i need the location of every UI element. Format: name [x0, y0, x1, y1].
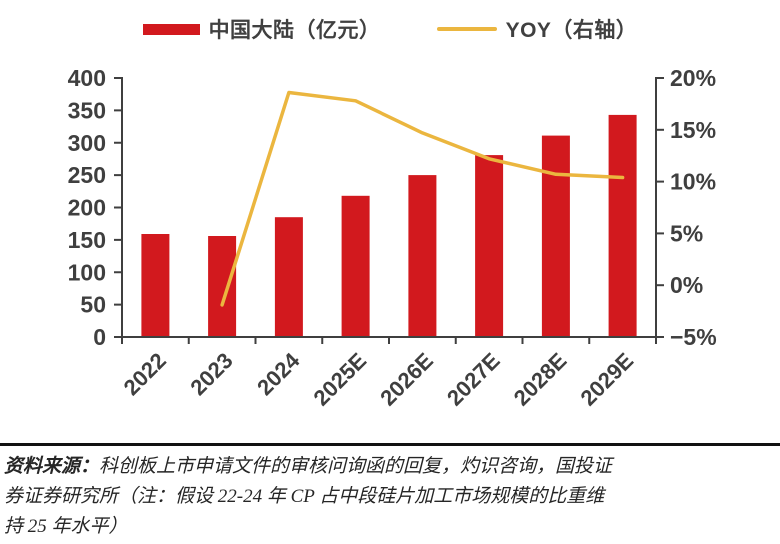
bar-2025E [341, 195, 370, 337]
legend-item-yoy-line: YOY（右轴） [436, 14, 638, 44]
source-note-line2: 券证券研究所（注：假设 22-24 年 CP 占中段硅片加工市场规模的比重维 [4, 486, 605, 507]
x-axis-category-label: 2028E [509, 348, 572, 411]
source-note-line3: 持 25 年水平） [4, 516, 128, 537]
right-axis-tick-label: 10% [670, 169, 716, 195]
x-axis-category-label: 2029E [575, 348, 638, 411]
left-axis-tick-label: 400 [68, 65, 106, 91]
left-axis-tick-label: 100 [68, 259, 106, 285]
bar-2029E [608, 114, 637, 338]
chart-area: 0 50 100 150 200 250 300 350 400 −5% 0% 5% 10% 15% 20%… [68, 65, 717, 411]
chart-legend: 中国大陆（亿元） YOY（右轴） [0, 14, 780, 44]
bar-2028E [541, 135, 570, 337]
chart-svg: 0 50 100 150 200 250 300 350 400 −5% 0% 5% 10% 15% 20%… [68, 65, 717, 411]
yoy-line [220, 90, 625, 307]
bar-2023 [208, 236, 237, 337]
source-note: 资料来源：科创板上市申请文件的审核问询函的回复，灼识咨询，国投证 券证券研究所（… [0, 446, 780, 542]
line-series-swatch-icon [436, 27, 497, 31]
bar-series-swatch-icon [142, 23, 200, 35]
source-label: 资料来源： [4, 456, 100, 477]
left-axis-tick-label: 250 [68, 162, 106, 188]
right-axis-tick-label: 0% [670, 272, 703, 298]
left-axis-tick-label: 0 [93, 324, 106, 350]
right-axis-tick-label: 20% [670, 65, 716, 91]
source-line1-text: 科创板上市申请文件的审核问询函的回复，灼识咨询，国投证 [99, 456, 613, 477]
bar-2024 [274, 217, 303, 337]
left-axis-tick-label: 200 [68, 195, 106, 221]
legend-label-yoy: YOY（右轴） [505, 19, 638, 42]
bar-2027E [475, 155, 504, 337]
x-axis-category-label: 2022 [119, 348, 171, 400]
source-note-line1: 资料来源：科创板上市申请文件的审核问询函的回复，灼识咨询，国投证 [4, 452, 772, 482]
right-axis-tick-label: −5% [670, 324, 717, 350]
right-axis-tick-label: 5% [670, 220, 703, 246]
right-axis-tick-label: 15% [670, 117, 716, 143]
x-axis-category-label: 2025E [308, 348, 371, 411]
legend-item-china-bars: 中国大陆（亿元） [142, 14, 381, 44]
bar-2022 [141, 234, 170, 337]
legend-label-china: 中国大陆（亿元） [208, 19, 381, 42]
x-axis-category-label: 2027E [442, 348, 505, 411]
left-axis-tick-label: 150 [68, 227, 106, 253]
left-axis-tick-label: 350 [68, 97, 106, 123]
x-axis-category-label: 2024 [252, 347, 305, 400]
source-footer: 资料来源：科创板上市申请文件的审核问询函的回复，灼识咨询，国投证 券证券研究所（… [0, 443, 780, 542]
bar-2026E [408, 175, 437, 337]
footer-divider [0, 443, 780, 446]
x-axis-category-label: 2023 [185, 348, 237, 400]
left-axis-tick-label: 300 [68, 130, 106, 156]
left-axis-tick-label: 50 [80, 292, 106, 318]
x-axis-category-label: 2026E [375, 348, 438, 411]
